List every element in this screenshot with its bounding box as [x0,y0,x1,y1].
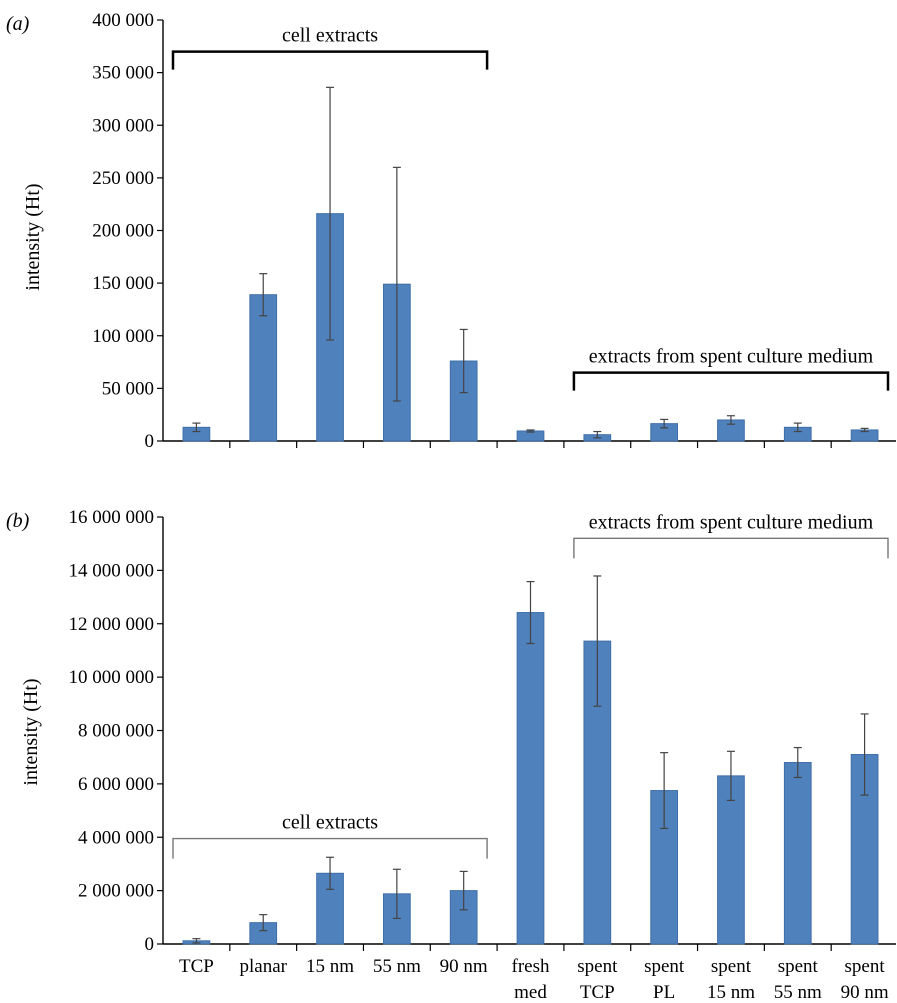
y-tick-label: 250 000 [92,168,154,189]
x-tick-label: spent [644,956,685,977]
x-tick-label: 15 nm [306,956,354,977]
panel-b-tag: (b) [6,510,30,532]
x-tick-label: fresh [512,956,550,977]
x-tick-label: spent [778,956,819,977]
x-tick-label: 55 nm [373,956,421,977]
annotation-bracket [172,837,488,859]
panel-a-tag: (a) [6,13,30,35]
x-tick-label: TCP [179,956,214,977]
y-tick-label: 100 000 [92,326,154,347]
panel-b-chart: (b) intensity (Ht) 0 2 000 000 4 000 000 6 … [6,507,896,955]
x-tick-label: med [514,982,547,1003]
annotation-label: cell extracts [282,812,378,834]
y-tick-label: 400 000 [92,10,154,31]
y-tick-label: 14 000 000 [69,560,155,581]
bar [249,294,278,442]
y-tick-label: 350 000 [92,63,154,84]
y-tick-label: 10 000 000 [69,667,155,688]
x-tick-label: spent [711,956,752,977]
y-tick-label: 6 000 000 [78,774,154,795]
y-tick-label: 50 000 [102,378,154,399]
panel-a-chart: (a) intensity (Ht) 0 50 000 100 000 150 000… [6,10,896,452]
annotation-label: extracts from spent culture medium [589,511,874,533]
y-tick-label: 0 [145,431,155,452]
x-tick-label: spent [845,956,886,977]
annotation-label: cell extracts [282,25,378,47]
x-tick-label: planar [239,956,287,977]
y-tick-label: 16 000 000 [69,507,155,528]
annotation-bracket [171,50,489,70]
x-tick-label: 55 nm [774,982,822,1003]
annotation-bracket [573,537,889,559]
y-tick-label: 12 000 000 [69,614,155,635]
y-tick-label: 0 [145,934,155,955]
bar [516,612,545,945]
y-tick-label: 150 000 [92,273,154,294]
y-tick-label: 300 000 [92,115,154,136]
panel-a-y-axis-title: intensity (Ht) [22,183,44,290]
bar [717,775,745,945]
y-tick-label: 4 000 000 [78,827,154,848]
x-tick-label: PL [653,982,675,1003]
annotation-label: extracts from spent culture medium [589,346,874,368]
panel-b-y-axis-title: intensity (Ht) [20,678,42,785]
x-axis-category-labels: TCP planar 15 nm 55 nm 90 nm fresh med spent TCP… [179,956,889,1003]
x-tick-label: TCP [580,982,615,1003]
annotation-bracket [572,371,890,391]
x-tick-label: 90 nm [440,956,488,977]
y-tick-label: 2 000 000 [78,881,154,902]
bar [783,762,812,945]
x-tick-label: 90 nm [841,982,889,1003]
y-tick-label: 8 000 000 [78,721,154,742]
x-tick-label: spent [577,956,618,977]
y-tick-label: 200 000 [92,221,154,242]
x-tick-label: 15 nm [707,982,755,1003]
